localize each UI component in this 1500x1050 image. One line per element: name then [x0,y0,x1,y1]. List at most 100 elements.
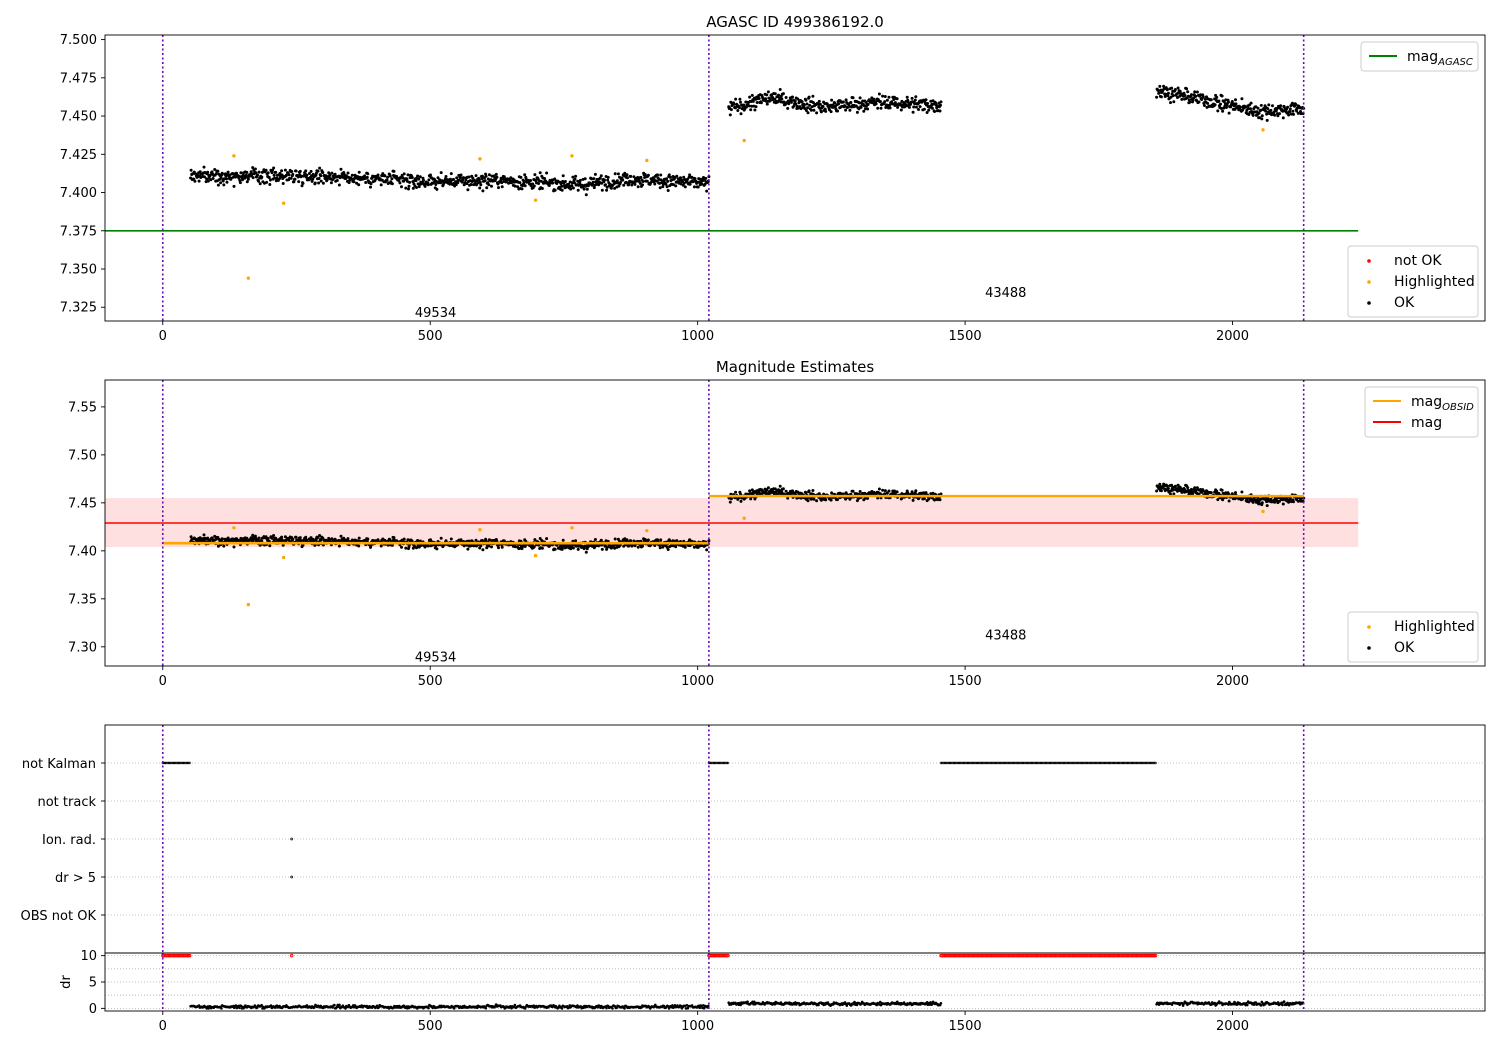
ok-point [222,183,226,187]
capped-dr-point [960,953,965,958]
ok-point [513,545,517,549]
ok-point [284,173,288,177]
capped-dr-point [170,953,174,958]
flag-point [945,761,948,765]
dr-point [333,1003,336,1007]
ok-point [561,174,565,178]
ok-point [1169,95,1173,99]
dr-point [338,1003,341,1007]
ok-point [189,168,193,172]
ok-point [1227,111,1231,115]
ok-point [225,177,228,181]
ok-point [781,92,785,96]
flag-point [167,761,170,765]
ok-point [455,176,459,180]
ok-point [1260,501,1264,505]
flag-point [1137,761,1140,765]
ok-point [429,173,432,177]
ok-point [664,182,668,186]
ok-point [1176,86,1180,90]
ok-point [837,102,841,106]
ok-point [404,546,408,550]
flag-point [1079,761,1082,765]
ok-point [622,183,626,187]
ok-point [674,545,678,549]
flag-point [947,761,951,765]
ok-point [757,490,761,494]
ok-point [1172,492,1176,496]
ok-point [1194,94,1198,98]
flag-point [182,761,186,765]
ok-point [251,166,255,170]
ok-point [271,168,274,172]
ok-point [415,546,418,550]
ok-point [318,166,322,170]
ok-point [490,539,494,542]
ok-point [390,543,394,547]
capped-dr-point [187,953,192,958]
ok-point [939,103,942,107]
x-tick-label: 1500 [949,329,982,344]
flag-point [972,761,975,765]
flag-point [1012,761,1016,765]
ok-point [679,176,682,180]
y-tick-label: 7.45 [68,496,97,511]
flag-point [1094,761,1098,765]
flag-point [1154,761,1157,765]
ok-point [407,545,411,549]
flag-point [1049,761,1053,765]
ok-point [513,184,517,188]
ok-point [1185,87,1189,91]
ok-point [1296,111,1300,115]
dr-point [611,1007,614,1010]
ok-point [267,176,271,179]
ok-point [592,186,596,190]
ok-point [786,106,790,110]
ok-point [807,95,811,99]
ok-point [591,180,595,184]
ok-point [632,175,636,179]
ok-point [1164,92,1168,96]
dr-point [698,1006,702,1010]
flag-points [161,761,1157,765]
capped-dr-point [942,953,947,958]
ok-point [698,177,702,181]
ok-point [811,489,815,492]
ok-point [317,181,321,185]
ok-point [804,98,808,102]
ok-point [895,97,899,101]
dr-point [929,1001,932,1004]
flag-point [1077,761,1081,765]
ok-point [294,535,298,539]
ok-point [213,168,217,171]
ok-point [350,177,354,181]
ok-point [346,537,350,541]
flag-point [173,761,177,765]
flag-point [1082,761,1085,765]
ok-point [802,103,806,107]
ok-point [933,498,937,502]
ok-point [278,171,282,175]
ok-point [309,536,313,540]
ok-point [411,186,415,190]
ok-point [523,173,527,177]
ok-point [781,487,785,491]
ok-point [500,185,504,189]
ok-point [876,106,880,110]
ok-point [321,181,325,185]
ok-point [599,174,603,178]
ok-point [658,546,662,550]
ok-point [314,171,318,175]
ok-point [817,99,821,103]
capped-dr-point [956,953,960,958]
dr-point [702,1006,706,1010]
flag-point [1066,761,1070,765]
ok-point [268,544,272,548]
flag-point [186,761,189,765]
ok-point [239,536,243,540]
ok-point [613,186,617,190]
ok-point [688,182,692,186]
ok-point [809,108,813,112]
ok-point [570,181,574,185]
ok-point [1180,490,1184,494]
